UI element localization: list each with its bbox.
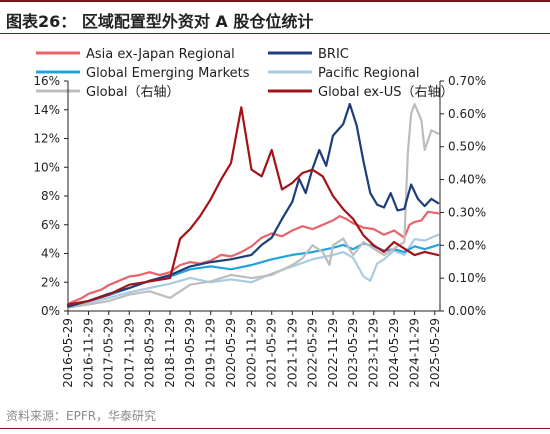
x-tick-label: 2023-05-29 [346,318,360,388]
legend-label: Asia ex-Japan Regional [86,47,235,62]
series-line [66,210,440,305]
chart-legend: Asia ex-Japan Regional BRIC Global Emergin… [36,47,454,100]
x-tick-label: 2016-11-29 [82,318,96,388]
series-line [66,106,440,306]
x-tick-label: 2018-11-29 [163,318,177,388]
x-tick-label: 2020-05-29 [224,318,238,388]
x-tick-label: 2022-11-29 [326,318,340,388]
right-tick-label: 0.00% [448,304,486,318]
x-tick-label: 2016-05-29 [61,318,75,388]
left-tick-label: 2% [41,275,60,289]
right-tick-label: 0.30% [448,205,486,219]
x-tick-label: 2019-11-29 [204,318,218,388]
left-tick-label: 16% [33,74,60,88]
source-note: 资料来源：EPFR，华泰研究 [6,409,157,423]
x-tick-label: 2017-05-29 [102,318,116,388]
right-tick-label: 0.40% [448,173,486,187]
chart-series [66,102,440,309]
right-tick-label: 0.70% [448,74,486,88]
title-bar: 图表26： 区域配置型外资对 A 股仓位统计 [0,0,550,34]
right-tick-label: 0.50% [448,140,486,154]
bottom-rule [0,428,550,429]
legend-label: Global（右轴） [86,85,179,100]
page-title: 图表26： 区域配置型外资对 A 股仓位统计 [6,12,314,31]
x-tick-label: 2022-05-29 [305,318,319,388]
left-tick-label: 14% [33,103,60,117]
legend-label: Global ex-US（右轴） [318,85,454,100]
right-tick-label: 0.60% [448,107,486,121]
left-tick-label: 4% [41,247,60,261]
legend-label: Pacific Regional [318,66,420,81]
x-tick-label: 2019-05-29 [183,318,197,388]
series-line [66,102,440,309]
left-tick-label: 0% [41,304,60,318]
x-tick-label: 2024-05-29 [387,318,401,388]
legend-label: BRIC [318,47,349,62]
x-tick-label: 2021-11-29 [285,318,299,388]
x-tick-label: 2021-05-29 [265,318,279,388]
right-tick-label: 0.10% [448,271,486,285]
legend-label: Global Emerging Markets [86,66,250,81]
left-tick-label: 6% [41,218,60,232]
x-tick-label: 2018-05-29 [142,318,156,388]
x-tick-label: 2017-11-29 [122,318,136,388]
series-line [66,233,440,308]
x-tick-label: 2020-11-29 [245,318,259,388]
left-tick-label: 12% [33,132,60,146]
right-tick-label: 0.20% [448,238,486,252]
chart-axes: 0% 2% 4% 6% 8% 10% 12% 14% 16% 0.00% 0.10% 0.20% 0.3… [33,74,486,388]
left-tick-label: 10% [33,160,60,174]
x-tick-label: 2023-11-29 [367,318,381,388]
x-tick-label: 2024-11-29 [408,318,422,388]
x-tick-label: 2025-05-29 [428,318,442,388]
series-line [66,102,440,308]
left-tick-label: 8% [41,189,60,203]
line-chart: Asia ex-Japan Regional BRIC Global Emergin… [33,47,486,388]
